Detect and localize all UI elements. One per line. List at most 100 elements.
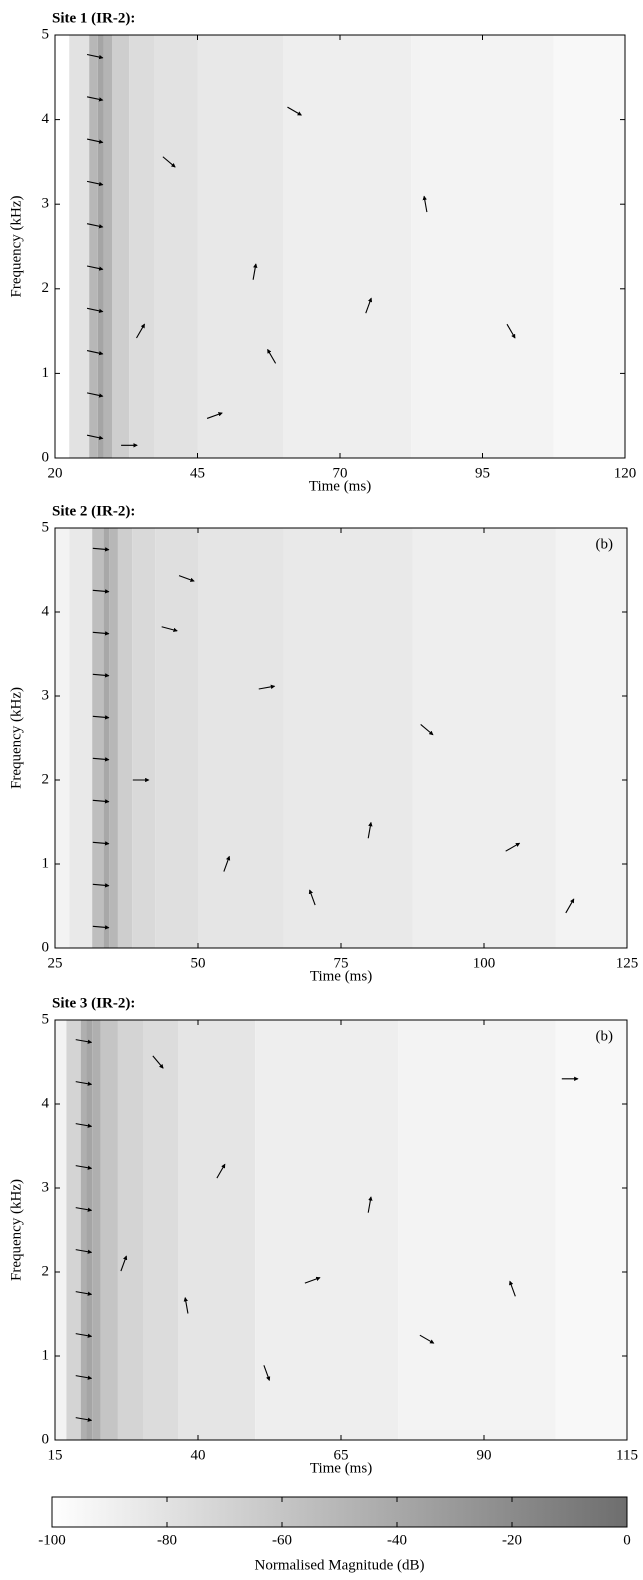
arrow [365, 297, 373, 314]
y-tick-label: 1 [42, 855, 50, 871]
colorbar-tick-label: -40 [387, 1532, 407, 1548]
arrow [75, 1249, 93, 1254]
y-axis-label: Frequency (kHz) [8, 687, 24, 789]
arrow [308, 889, 316, 906]
arrow [162, 156, 176, 168]
arrow [216, 1163, 226, 1179]
arrow [136, 323, 145, 339]
y-tick-label: 0 [42, 939, 50, 955]
magnitude-band [97, 35, 104, 458]
magnitude-band [80, 1020, 87, 1440]
arrow [304, 1276, 321, 1284]
x-tick-label: 40 [191, 1447, 206, 1463]
y-axis-label: Frequency (kHz) [8, 1179, 24, 1281]
magnitude-band [555, 528, 627, 948]
y-tick-label: 1 [42, 1347, 50, 1363]
arrow [92, 925, 110, 930]
arrow [152, 1055, 164, 1069]
y-tick-label: 5 [42, 26, 50, 42]
magnitude-band [197, 35, 283, 458]
arrow [75, 1207, 93, 1212]
arrow [86, 138, 104, 144]
x-tick-label: 50 [191, 955, 206, 971]
y-tick-label: 0 [42, 449, 50, 465]
magnitude-band [255, 1020, 399, 1440]
arrow [92, 799, 110, 804]
plot-area [55, 1020, 627, 1440]
y-tick-label: 2 [42, 1263, 50, 1279]
arrow [92, 547, 110, 552]
arrow [86, 350, 104, 356]
annotation: (b) [596, 536, 614, 552]
magnitude-band [112, 35, 130, 458]
arrow [92, 673, 110, 678]
arrow [565, 898, 575, 914]
colorbar-tick-label: -20 [502, 1532, 522, 1548]
colorbar-tick-label: -60 [272, 1532, 292, 1548]
magnitude-band [555, 1020, 627, 1440]
colorbar-tick-label: 0 [623, 1532, 631, 1548]
panel-title: Site 3 (IR-2): [52, 995, 135, 1011]
arrow [367, 1196, 373, 1213]
annotation: (b) [596, 1028, 614, 1044]
arrow [420, 724, 434, 736]
magnitude-band [100, 1020, 118, 1440]
x-tick-label: 75 [334, 955, 349, 971]
x-tick-label: 45 [190, 465, 205, 481]
x-tick-label: 65 [334, 1447, 349, 1463]
x-tick-label: 125 [616, 955, 639, 971]
arrow [419, 1334, 435, 1344]
y-tick-label: 1 [42, 365, 50, 381]
y-tick-label: 3 [42, 196, 50, 212]
x-tick-label: 115 [616, 1447, 638, 1463]
magnitude-band [55, 1020, 67, 1440]
x-tick-label: 25 [48, 955, 63, 971]
arrow [92, 715, 110, 720]
magnitude-band [117, 1020, 144, 1440]
arrow [252, 263, 258, 280]
arrow [75, 1291, 93, 1296]
plot-area [55, 35, 625, 458]
colorbar-tick-label: -100 [38, 1532, 66, 1548]
arrow [509, 1280, 516, 1297]
arrow [367, 821, 373, 839]
magnitude-band [86, 1020, 93, 1440]
magnitude-band [154, 35, 198, 458]
x-tick-label: 70 [333, 465, 348, 481]
magnitude-band [177, 1020, 256, 1440]
arrow [75, 1039, 93, 1044]
y-tick-label: 5 [42, 1011, 50, 1027]
y-tick-label: 4 [42, 1095, 50, 1111]
y-tick-label: 4 [42, 603, 50, 619]
panel-title: Site 2 (IR-2): [52, 503, 135, 519]
arrow [267, 348, 277, 364]
x-tick-label: 100 [473, 955, 496, 971]
x-axis-label: Time (ms) [310, 968, 372, 984]
magnitude-band [66, 1020, 81, 1440]
arrow [75, 1123, 93, 1128]
arrow [92, 757, 110, 762]
arrow [75, 1081, 93, 1086]
arrow [161, 626, 178, 633]
y-tick-label: 3 [42, 687, 50, 703]
magnitude-band [109, 528, 118, 948]
x-tick-label: 120 [614, 465, 637, 481]
arrow [92, 589, 110, 594]
x-tick-label: 90 [477, 1447, 492, 1463]
magnitude-band [143, 1020, 178, 1440]
colorbar-label: Normalised Magnitude (dB) [255, 1557, 425, 1573]
y-tick-label: 3 [42, 1179, 50, 1195]
magnitude-band [92, 528, 104, 948]
magnitude-band [283, 528, 413, 948]
magnitude-band [398, 1020, 556, 1440]
magnitude-band [89, 35, 98, 458]
arrow [86, 223, 104, 229]
arrow [75, 1417, 93, 1422]
arrow [86, 265, 104, 271]
arrow [86, 53, 104, 60]
arrow [86, 180, 104, 187]
x-tick-label: 20 [48, 465, 63, 481]
arrow [263, 1365, 271, 1382]
magnitude-band [283, 35, 412, 458]
